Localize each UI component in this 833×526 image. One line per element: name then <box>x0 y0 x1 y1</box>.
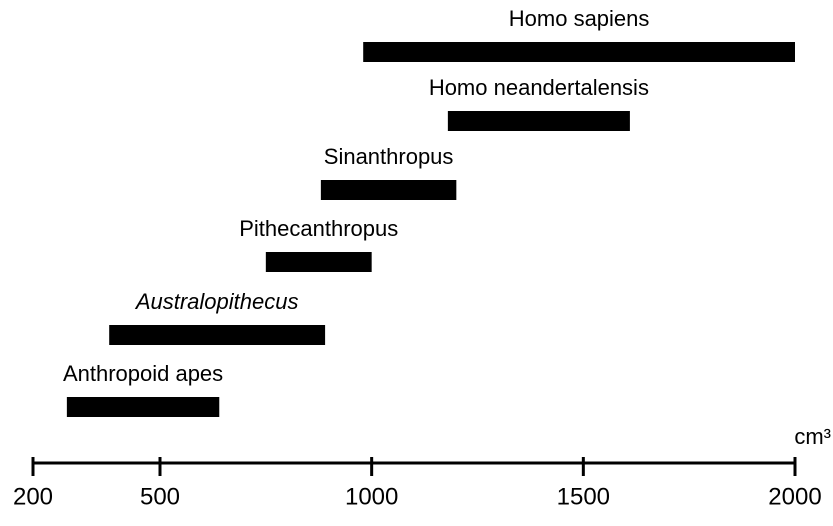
bar <box>447 111 630 131</box>
bar <box>265 252 372 272</box>
x-tick-label: 2000 <box>768 483 821 510</box>
x-tick-label: 200 <box>13 483 53 510</box>
bar <box>363 42 795 62</box>
bar-label: Pithecanthropus <box>239 216 398 241</box>
bar <box>320 180 457 200</box>
bar-label: Australopithecus <box>134 289 299 314</box>
bar-label: Sinanthropus <box>324 144 454 169</box>
x-unit: cm³ <box>794 424 831 449</box>
x-tick-label: 1500 <box>557 483 610 510</box>
bar-label: Homo neandertalensis <box>429 75 649 100</box>
bar <box>66 397 220 417</box>
x-tick-label: 1000 <box>345 483 398 510</box>
x-tick-label: 500 <box>140 483 180 510</box>
bar-label: Anthropoid apes <box>63 361 223 386</box>
bar <box>109 325 326 345</box>
bar-label: Homo sapiens <box>509 6 650 31</box>
